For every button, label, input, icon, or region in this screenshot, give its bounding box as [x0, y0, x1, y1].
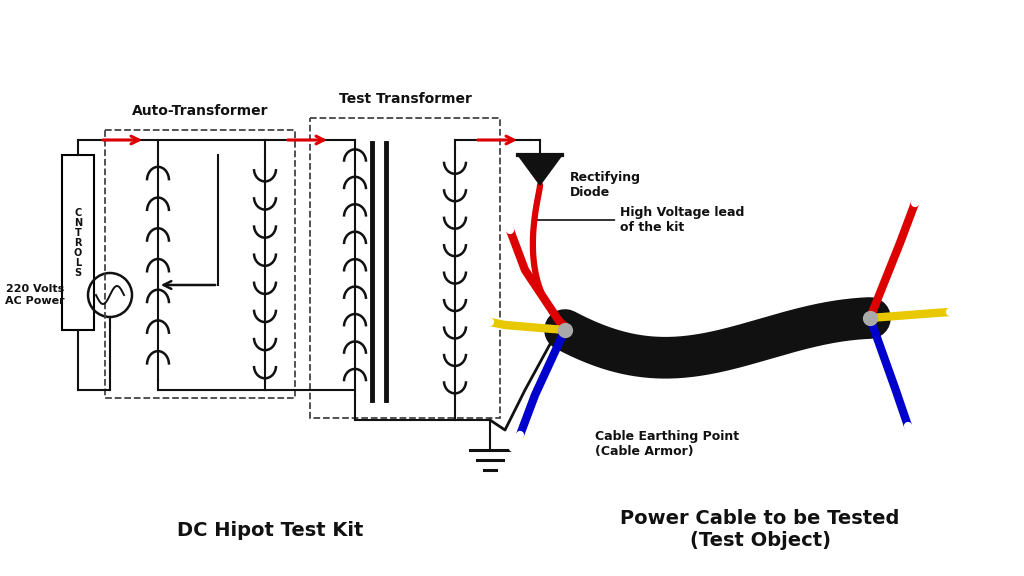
Text: Cable Earthing Point
(Cable Armor): Cable Earthing Point (Cable Armor)	[595, 430, 739, 458]
Text: Auto-Transformer: Auto-Transformer	[132, 104, 268, 118]
Text: Power Cable to be Tested
(Test Object): Power Cable to be Tested (Test Object)	[621, 510, 900, 551]
Text: 220 Volts
AC Power: 220 Volts AC Power	[5, 284, 65, 306]
Bar	[62, 155, 94, 330]
Text: Test Transformer: Test Transformer	[339, 92, 471, 106]
Bar	[310, 118, 500, 418]
Polygon shape	[518, 155, 562, 185]
Text: High Voltage lead
of the kit: High Voltage lead of the kit	[532, 206, 744, 234]
Text: C
N
T
R
O
L
S: C N T R O L S	[74, 207, 82, 278]
Text: Rectifying
Diode: Rectifying Diode	[570, 171, 641, 199]
Text: DC Hipot Test Kit: DC Hipot Test Kit	[177, 521, 364, 540]
Bar	[105, 130, 295, 398]
